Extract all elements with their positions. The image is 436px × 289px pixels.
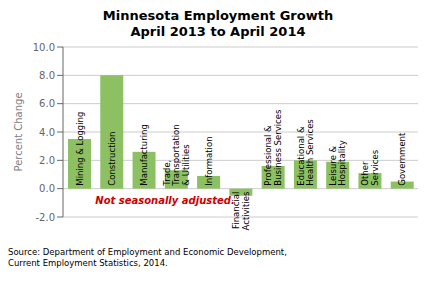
- svg-text:10.0: 10.0: [33, 42, 55, 53]
- svg-text:Information: Information: [204, 136, 214, 185]
- svg-text:Mining & Logging: Mining & Logging: [75, 112, 85, 186]
- svg-text:2.0: 2.0: [39, 155, 55, 166]
- svg-text:Trade,Transportation& Utilitie: Trade,Transportation& Utilities: [162, 124, 191, 186]
- svg-text:Construction: Construction: [107, 132, 117, 186]
- html-text:Source: Department of Employme: Source: Department of Employment and Eco…: [8, 247, 287, 268]
- svg-text:OtherServices: OtherServices: [360, 149, 379, 185]
- html-text:Minnesota Employment Growth Ap: Minnesota Employment Growth April 2013 t…: [102, 8, 334, 39]
- svg-text:8.0: 8.0: [39, 70, 55, 81]
- svg-text:0.0: 0.0: [39, 183, 55, 194]
- svg-text:Percent Change: Percent Change: [13, 92, 24, 171]
- svg-text:Educational &Health Services: Educational &Health Services: [296, 119, 315, 186]
- svg-text:-2.0: -2.0: [35, 212, 55, 223]
- svg-text:Government: Government: [397, 132, 407, 186]
- svg-text:Leisure &Hospitality: Leisure &Hospitality: [328, 140, 347, 185]
- svg-text:Manufacturing: Manufacturing: [139, 124, 149, 186]
- html-text:Activities: Activities: [240, 191, 251, 231]
- svg-text:Professional &Business Service: Professional &Business Services: [263, 109, 282, 186]
- html-text:Financial: Financial: [231, 191, 242, 229]
- svg-text:6.0: 6.0: [39, 98, 55, 109]
- svg-text:4.0: 4.0: [39, 127, 55, 138]
- html-text:Not seasonally adjusted.: Not seasonally adjusted.: [95, 195, 235, 206]
